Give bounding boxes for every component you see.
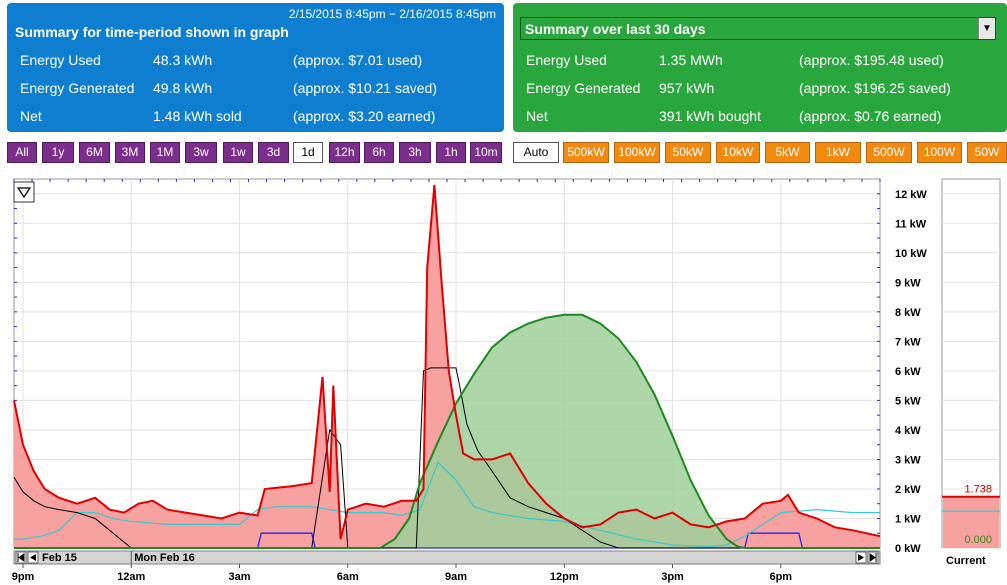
thirty-day-summary-panel: Summary over last 30 days ▼ Energy Used … <box>513 3 1007 132</box>
current-used-bar <box>943 496 999 548</box>
arrow-left-icon <box>30 554 36 561</box>
scale-button-auto[interactable]: Auto <box>513 142 559 163</box>
x-tick-label: 6am <box>337 571 359 583</box>
y-tick-label: 8 kW <box>895 307 921 319</box>
skip-back-icon <box>17 553 25 562</box>
y-tick-label: 1 kW <box>895 513 921 525</box>
x-tick-label: 12pm <box>550 571 579 583</box>
summary-row: Net 1.48 kWh sold (approx. $3.20 earned) <box>7 108 504 128</box>
summary-row: Energy Used 48.3 kWh (approx. $7.01 used… <box>7 52 504 72</box>
y-tick-label: 10 kW <box>895 248 927 260</box>
summary-row: Energy Generated 957 kWh (approx. $196.2… <box>513 80 1007 100</box>
scale-button-500w[interactable]: 500W <box>866 142 912 163</box>
current-label: Current <box>946 555 986 567</box>
current-panel <box>941 178 1001 549</box>
row-value: 49.8 kWh <box>153 80 213 96</box>
row-value: 957 kWh <box>659 80 715 96</box>
series-cyan-line <box>14 461 880 548</box>
time-button-1w[interactable]: 1w <box>223 142 253 163</box>
chevron-down-icon[interactable]: ▼ <box>978 18 995 39</box>
time-button-3h[interactable]: 3h <box>399 142 431 163</box>
y-tick-label: 3 kW <box>895 454 921 466</box>
row-label: Energy Used <box>526 52 607 68</box>
y-tick-label: 12 kW <box>895 189 927 201</box>
row-label: Net <box>526 108 548 124</box>
period-dropdown[interactable]: Summary over last 30 days ▼ <box>520 17 996 40</box>
row-value: 391 kWh bought <box>659 108 761 124</box>
time-button-6m[interactable]: 6M <box>79 142 110 163</box>
scale-button-5kw[interactable]: 5kW <box>765 142 810 163</box>
time-button-1h[interactable]: 1h <box>436 142 466 163</box>
scale-button-1kw[interactable]: 1kW <box>815 142 861 163</box>
y-tick-label: 5 kW <box>895 395 921 407</box>
time-button-6h[interactable]: 6h <box>364 142 394 163</box>
navigator-date-label: Feb 15 <box>42 552 77 564</box>
row-value: 48.3 kWh <box>153 52 213 68</box>
series-generated-line <box>14 313 880 549</box>
x-tick-label: 12am <box>117 571 145 583</box>
x-tick-label: 3am <box>229 571 251 583</box>
y-tick-label: 0 kW <box>895 543 921 555</box>
row-value: 1.48 kWh sold <box>153 108 242 124</box>
summary-row: Energy Generated 49.8 kWh (approx. $10.2… <box>7 80 504 100</box>
row-note: (approx. $195.48 used) <box>799 52 944 68</box>
y-tick-label: 11 kW <box>895 218 927 230</box>
y-tick-label: 2 kW <box>895 484 921 496</box>
scale-button-100kw[interactable]: 100kW <box>614 142 660 163</box>
row-label: Energy Generated <box>20 80 135 96</box>
scale-button-50kw[interactable]: 50kW <box>665 142 711 163</box>
x-tick-label: 9am <box>445 571 467 583</box>
series-black-line <box>13 367 880 549</box>
time-button-1d[interactable]: 1d <box>293 142 323 163</box>
navigator-date-label: Mon Feb 16 <box>134 552 195 564</box>
graph-summary-title: Summary for time-period shown in graph <box>15 24 289 40</box>
x-tick-label: 6pm <box>769 571 792 583</box>
row-note: (approx. $0.76 earned) <box>799 108 942 124</box>
row-label: Energy Used <box>20 52 101 68</box>
row-label: Energy Generated <box>526 80 641 96</box>
series-generated-fill <box>14 314 880 548</box>
scale-button-50w[interactable]: 50W <box>967 142 1007 163</box>
time-button-1y[interactable]: 1y <box>42 142 74 163</box>
date-range: 2/15/2015 8:45pm − 2/16/2015 8:45pm <box>288 7 496 21</box>
scale-button-500kw[interactable]: 500kW <box>563 142 609 163</box>
y-tick-label: 7 kW <box>895 336 921 348</box>
series-used-line <box>13 184 881 540</box>
row-label: Net <box>20 108 42 124</box>
triangle-down-icon <box>16 187 32 199</box>
graph-summary-panel: 2/15/2015 8:45pm − 2/16/2015 8:45pm Summ… <box>7 3 504 132</box>
x-tick-label: 3pm <box>661 571 684 583</box>
time-button-3m[interactable]: 3M <box>115 142 145 163</box>
row-note: (approx. $10.21 saved) <box>293 80 437 96</box>
arrow-right-icon <box>858 554 864 561</box>
time-button-12h[interactable]: 12h <box>329 142 360 163</box>
time-button-10m[interactable]: 10m <box>470 142 502 163</box>
row-note: (approx. $3.20 earned) <box>293 108 436 124</box>
y-tick-label: 6 kW <box>895 366 921 378</box>
collapse-button[interactable] <box>13 181 35 203</box>
y-tick-label: 4 kW <box>895 425 921 437</box>
time-button-3d[interactable]: 3d <box>258 142 289 163</box>
scale-button-100w[interactable]: 100W <box>917 142 962 163</box>
series-used-fill <box>14 184 880 548</box>
row-note: (approx. $196.25 saved) <box>799 80 951 96</box>
scale-button-10kw[interactable]: 10kW <box>716 142 760 163</box>
x-tick-label: 9pm <box>12 571 35 583</box>
current-generated-value: 0.000 <box>964 534 992 546</box>
y-tick-label: 9 kW <box>895 277 921 289</box>
summary-row: Net 391 kWh bought (approx. $0.76 earned… <box>513 108 1007 128</box>
time-button-1m[interactable]: 1M <box>150 142 180 163</box>
timeline-navigator <box>13 550 881 565</box>
period-dropdown-label: Summary over last 30 days <box>525 21 706 37</box>
summary-row: Energy Used 1.35 MWh (approx. $195.48 us… <box>513 52 1007 72</box>
row-note: (approx. $7.01 used) <box>293 52 423 68</box>
time-button-all[interactable]: All <box>7 142 37 163</box>
row-value: 1.35 MWh <box>659 52 723 68</box>
skip-forward-icon <box>869 553 877 562</box>
current-used-value: 1.738 <box>964 484 992 496</box>
power-chart[interactable]: 0 kW 1 kW 2 kW 3 kW 4 kW 5 kW 6 kW 7 kW 8 kW 9 kW… <box>0 173 1007 585</box>
time-button-3w[interactable]: 3w <box>185 142 217 163</box>
